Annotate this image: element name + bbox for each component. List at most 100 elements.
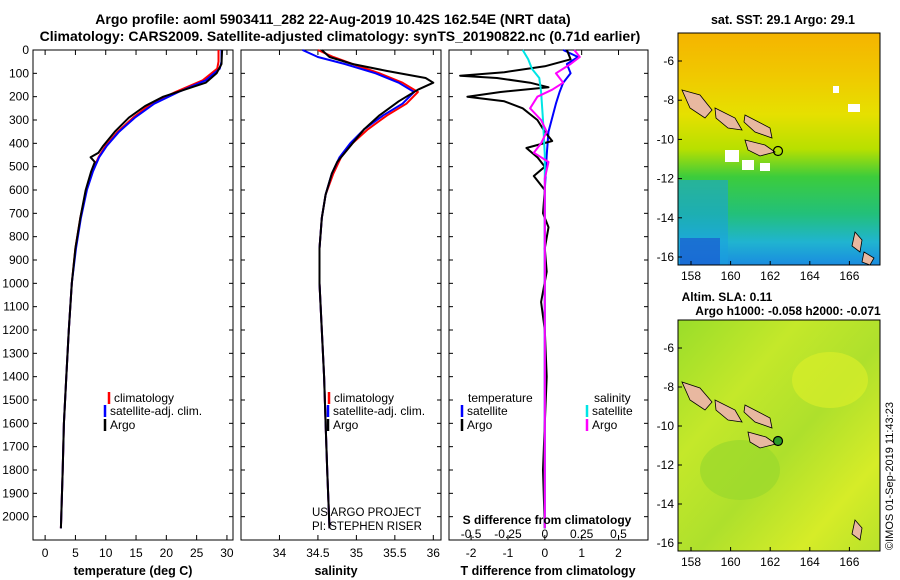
x-tick-label: -2 — [466, 546, 477, 560]
map-y-tick-label: -6 — [663, 54, 674, 68]
depth-tick-label: 0 — [22, 43, 29, 57]
depth-tick-label: 1500 — [2, 393, 29, 407]
depth-tick-label: 700 — [9, 206, 29, 220]
cloud-mask — [833, 86, 839, 93]
depth-tick-label: 1900 — [2, 486, 29, 500]
map-y-tick-label: -10 — [657, 132, 675, 146]
x-tick-label: 5 — [72, 546, 79, 560]
map-y-tick-label: -14 — [657, 497, 675, 511]
legend-label-climatology: climatology — [334, 391, 394, 405]
series-line-satellite — [543, 49, 579, 529]
x-tick-label: 15 — [129, 546, 143, 560]
s-tick-label: 0.5 — [610, 527, 627, 541]
map-x-tick-label: 158 — [681, 269, 701, 283]
map-x-tick-label: 162 — [760, 555, 780, 569]
map-y-tick-label: -8 — [663, 380, 674, 394]
map-x-tick-label: 164 — [800, 269, 820, 283]
map-y-tick-label: -12 — [657, 458, 675, 472]
x-tick-label: -1 — [503, 546, 514, 560]
island — [743, 404, 773, 429]
depth-tick-label: 1700 — [2, 440, 29, 454]
depth-tick-label: 2000 — [2, 510, 29, 524]
cloud-mask — [725, 150, 739, 162]
temperature-plot: 0 5 10 15 20 25 30 — [42, 49, 234, 560]
salinity-legend: climatology satellite-adj. clim. Argo — [326, 391, 425, 432]
map-y-tick-label: -6 — [663, 341, 674, 355]
series-line-climatology — [317, 49, 419, 529]
salinity-panel-frame — [240, 49, 442, 541]
legend-label-argo: Argo — [110, 418, 136, 432]
temperature-xlabel: temperature (deg C) — [74, 564, 193, 578]
legend-label-sat-salinity: satellite — [592, 404, 633, 418]
map-y-tick-label: -8 — [663, 93, 674, 107]
map-x-tick-label: 162 — [760, 269, 780, 283]
depth-tick-label: 900 — [9, 253, 29, 267]
difference-panel-frame — [448, 49, 649, 541]
map-x-tick-label: 160 — [721, 269, 741, 283]
sla-map-title1: Altim. SLA: 0.11 — [682, 290, 773, 304]
x-tick-label: 36 — [427, 546, 441, 560]
depth-tick-label: 100 — [9, 66, 29, 80]
argo-float-marker — [772, 435, 784, 447]
s-tick-label: -0.25 — [494, 527, 522, 541]
map-x-tick-label: 166 — [839, 269, 859, 283]
x-tick-label: 35.5 — [383, 546, 407, 560]
x-tick-label: 34.5 — [306, 546, 330, 560]
legend-label-satellite: satellite-adj. clim. — [333, 404, 425, 418]
sst-map-axes: -6 -8 -10 -12 -14 -16 158 160 162 164 166 — [657, 54, 860, 283]
series-line-satellite-salinity- — [521, 49, 546, 529]
series-line-satellite-adj-clim- — [59, 50, 223, 529]
credit-line2: PI: STEPHEN RISER — [312, 521, 422, 533]
island — [851, 231, 863, 253]
header-line1: Argo profile: aoml 5903411_282 22-Aug-20… — [95, 11, 570, 27]
s-tick-label: 0.25 — [570, 527, 594, 541]
credit-line1: US ARGO PROJECT — [312, 507, 421, 519]
x-tick-label: 34 — [273, 546, 287, 560]
depth-tick-label: 1200 — [2, 323, 29, 337]
legend-label-argo: Argo — [333, 418, 359, 432]
temperature-legend: climatology satellite-adj. clim. Argo — [103, 391, 202, 432]
depth-tick-label: 500 — [9, 160, 29, 174]
map-x-tick-label: 158 — [681, 555, 701, 569]
island — [681, 89, 713, 119]
s-tick-label: 0 — [541, 527, 548, 541]
header-line2: Climatology: CARS2009. Satellite-adjuste… — [40, 28, 641, 44]
imos-timestamp: ©IMOS 01-Sep-2019 11:43:23 — [884, 402, 896, 550]
map-y-tick-label: -14 — [657, 211, 675, 225]
sla-map — [678, 320, 880, 551]
depth-tick-label: 1000 — [2, 276, 29, 290]
x-tick-label: 20 — [160, 546, 174, 560]
series-line-climatology — [59, 50, 220, 529]
sst-map-frame — [677, 32, 881, 266]
sst-cold-patch — [680, 238, 720, 265]
series-line-argo — [459, 49, 572, 529]
sst-map — [678, 33, 880, 265]
legend-label-satellite: satellite — [467, 404, 508, 418]
depth-tick-label: 1600 — [2, 416, 29, 430]
x-tick-label: 2 — [615, 546, 622, 560]
difference-legend-salinity: salinity satellite Argo — [585, 391, 633, 432]
legend-label-argo: Argo — [467, 418, 493, 432]
salinity-diff-axis-label: S difference from climatology — [463, 513, 632, 527]
legend-label-argo-salinity: Argo — [592, 418, 618, 432]
sla-map-axes: -6 -8 -10 -12 -14 -16 158 160 162 164 166 — [657, 341, 860, 569]
cloud-mask — [848, 104, 860, 112]
map-y-tick-label: -10 — [657, 419, 675, 433]
series-line-argo — [318, 49, 435, 529]
depth-tick-label: 800 — [9, 230, 29, 244]
x-tick-label: 1 — [578, 546, 585, 560]
legend-label-temperature: temperature — [468, 391, 533, 405]
x-tick-label: 25 — [190, 546, 204, 560]
series-line-argo — [59, 49, 224, 529]
cloud-mask — [760, 163, 770, 171]
island — [861, 251, 875, 265]
sla-map-title2: Argo h1000: -0.058 h2000: -0.071 — [695, 304, 881, 318]
island — [681, 381, 713, 411]
island — [744, 139, 776, 157]
x-tick-label: 35 — [350, 546, 364, 560]
depth-tick-label: 1800 — [2, 463, 29, 477]
depth-tick-label: 200 — [9, 90, 29, 104]
map-y-tick-label: -16 — [657, 536, 675, 550]
legend-label-salinity: salinity — [594, 391, 631, 405]
